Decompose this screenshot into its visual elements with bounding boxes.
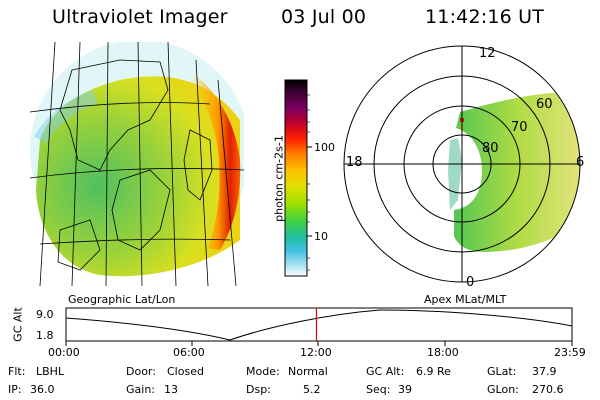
- status-filter-value: LBHL: [36, 365, 65, 378]
- timeline-ytick-min: 1.8: [36, 329, 54, 342]
- mlt-label-6: 6: [576, 155, 585, 170]
- status-glon-value: 270.6: [532, 383, 564, 396]
- mlat-label-80: 80: [482, 141, 499, 156]
- timeline-xtick-3: 18:00: [427, 346, 459, 359]
- status-seq-key: Seq:: [366, 383, 391, 396]
- status-ip-key: IP:: [8, 383, 22, 396]
- status-door-key: Door:: [126, 365, 156, 378]
- status-gcalt-value: 6.9 Re: [416, 365, 451, 378]
- timeline-xtick-2: 12:00: [300, 346, 332, 359]
- mlt-label-18: 18: [346, 155, 363, 170]
- colorbar-tick-10: 10: [314, 230, 328, 243]
- timeline-ytick-max: 9.0: [36, 308, 54, 321]
- status-mode-key: Mode:: [246, 365, 280, 378]
- status-gain-value: 13: [164, 383, 178, 396]
- status-glon-key: GLon:: [487, 383, 519, 396]
- status-glat-value: 37.9: [532, 365, 557, 378]
- status-door-value: Closed: [167, 365, 204, 378]
- polar-panel-caption: Apex MLat/MLT: [424, 293, 507, 306]
- mlat-label-70: 70: [511, 120, 528, 135]
- timeline-xtick-1: 06:00: [173, 346, 205, 359]
- status-glat-key: GLat:: [487, 365, 517, 378]
- timeline-xtick-4: 23:59: [554, 346, 586, 359]
- status-dsp-key: Dsp:: [246, 383, 271, 396]
- app-title: Ultraviolet Imager: [52, 6, 228, 28]
- image-time: 11:42:16 UT: [425, 6, 545, 28]
- status-ip-value: 36.0: [30, 383, 55, 396]
- timeline-xtick-0: 00:00: [48, 346, 80, 359]
- status-gcalt-key: GC Alt:: [366, 365, 405, 378]
- status-dsp-value: 5.2: [303, 383, 321, 396]
- image-date: 03 Jul 00: [281, 6, 367, 28]
- mlt-label-12: 12: [479, 46, 496, 61]
- timeline-axis-label: GC Alt: [11, 307, 25, 342]
- status-mode-value: Normal: [288, 365, 328, 378]
- mlt-label-0: 0: [466, 275, 475, 290]
- geographic-panel-caption: Geographic Lat/Lon: [68, 293, 176, 306]
- status-seq-value: 39: [398, 383, 412, 396]
- colorbar-tick-100: 100: [314, 141, 335, 154]
- status-gain-key: Gain:: [126, 383, 155, 396]
- status-filter-key: Flt:: [8, 365, 26, 378]
- mlat-label-60: 60: [536, 97, 553, 112]
